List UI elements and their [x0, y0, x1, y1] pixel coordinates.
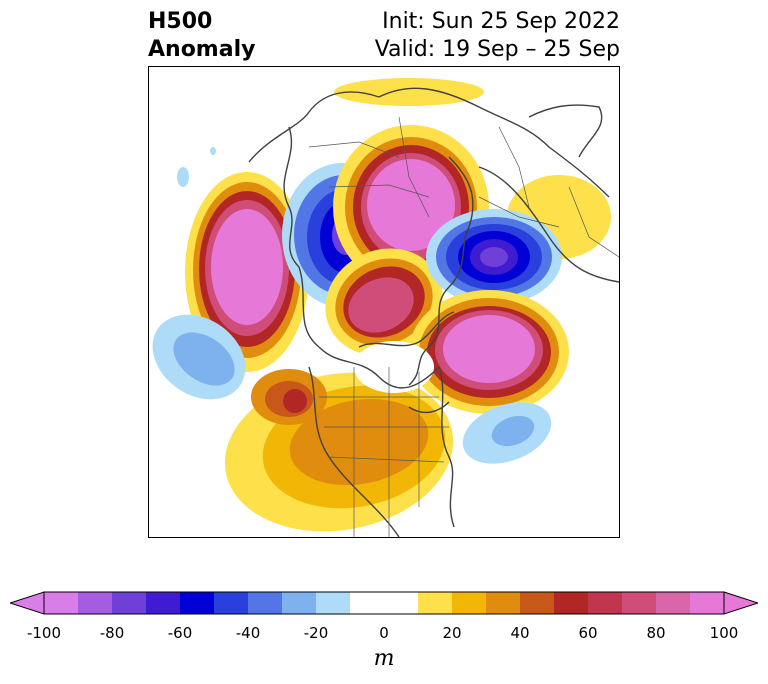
colorbar-segment [316, 592, 351, 614]
colorbar-tick-labels: -100 -80 -60 -40 -20 0 20 40 60 80 100 [0, 624, 768, 644]
colorbar-tick-label: 100 [709, 624, 739, 642]
colorbar-segment [350, 592, 385, 614]
colorbar-segment [384, 592, 419, 614]
colorbar-segment [214, 592, 249, 614]
colorbar-segment [554, 592, 589, 614]
colorbar-segment [622, 592, 657, 614]
colorbar-segment [690, 592, 725, 614]
colorbar-segment [112, 592, 147, 614]
colorbar-tick-label: -60 [167, 624, 193, 642]
positive-anomaly-west [185, 172, 309, 372]
colorbar-segment [44, 592, 79, 614]
colorbar-extend-high [723, 591, 758, 615]
title-left: H500 Anomaly [148, 8, 255, 64]
valid-range: Valid: 19 Sep – 25 Sep [374, 37, 620, 62]
colorbar-tick-label: 20 [442, 624, 462, 642]
colorbar-tick-label: -80 [99, 624, 125, 642]
positive-anomaly-center [325, 248, 443, 356]
positive-anomaly-atlantic [409, 290, 569, 414]
colorbar-outline [43, 591, 725, 615]
anomaly-map [148, 66, 620, 538]
colorbar-segment [180, 592, 215, 614]
colorbar-segment [520, 592, 555, 614]
colorbar-segment [452, 592, 487, 614]
colorbar-tick-label: -20 [303, 624, 329, 642]
colorbar-segment [146, 592, 181, 614]
colorbar [10, 591, 758, 615]
colorbar-unit: m [373, 646, 395, 671]
negative-anomaly-south-atlantic [462, 402, 552, 464]
map-svg [152, 78, 619, 537]
init-time: Init: Sun 25 Sep 2022 [382, 9, 620, 34]
colorbar-segment [656, 592, 691, 614]
colorbar-segment [282, 592, 317, 614]
colorbar-extend-low [10, 591, 45, 615]
colorbar-segment [486, 592, 521, 614]
negative-anomaly-pacific [152, 147, 246, 400]
colorbar-segment [418, 592, 453, 614]
colorbar-tick-label: 40 [510, 624, 530, 642]
title-right: Init: Sun 25 Sep 2022 Valid: 19 Sep – 25… [375, 8, 620, 64]
colorbar-segment [78, 592, 113, 614]
colorbar-tick-label: -100 [26, 624, 62, 642]
title-field-type: Anomaly [148, 37, 256, 62]
borders [308, 116, 619, 537]
colorbar-segment [588, 592, 623, 614]
title-field-name: H500 [148, 9, 213, 34]
colorbar-tick-label: 0 [379, 624, 389, 642]
colorbar-tick-label: 60 [578, 624, 598, 642]
colorbar-tick-label: 80 [646, 624, 666, 642]
colorbar-tick-label: -40 [235, 624, 261, 642]
coastlines [248, 87, 619, 537]
colorbar-segment [248, 592, 283, 614]
